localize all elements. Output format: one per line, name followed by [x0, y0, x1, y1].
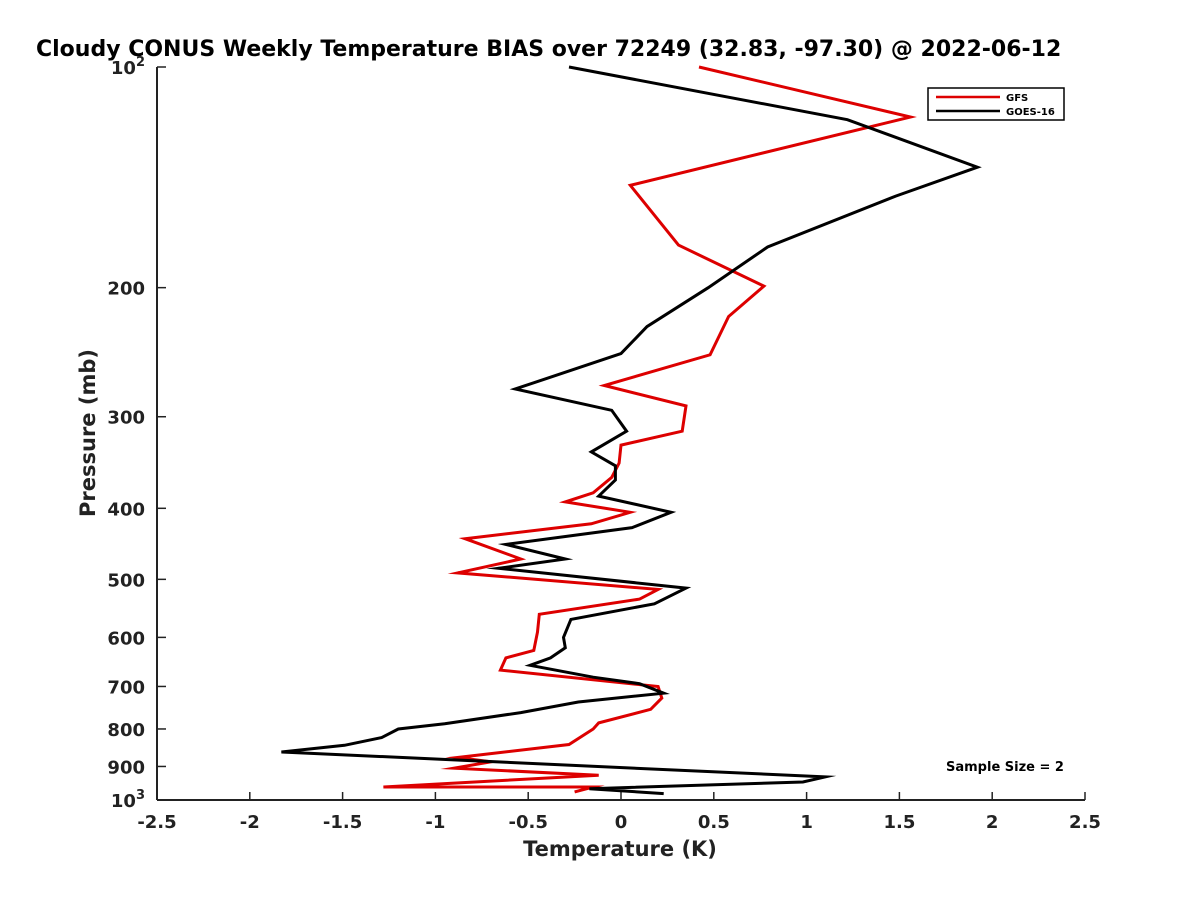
- y-tick-label: 400: [107, 499, 145, 520]
- y-tick-label: 200: [107, 279, 145, 300]
- y-tick-label: 700: [107, 677, 145, 698]
- x-axis-label: Temperature (K): [523, 837, 717, 861]
- y-tick-label: 103: [111, 788, 145, 812]
- x-tick-label: 1.5: [883, 812, 915, 833]
- y-axis-label: Pressure (mb): [76, 349, 100, 517]
- series-line-gfs: [383, 65, 917, 794]
- series-line-goes16: [281, 65, 982, 796]
- legend: GFS GOES-16: [927, 87, 1065, 121]
- x-ticks: -2.5 -2 -1.5 -1 -0.5 0 0.5 1 1.5 2 2.5: [137, 792, 1101, 833]
- legend-entry-gfs: GFS: [1006, 93, 1028, 104]
- x-tick-label: -2.5: [137, 812, 176, 833]
- y-tick-label: 500: [107, 570, 145, 591]
- y-tick-label: 900: [107, 757, 145, 778]
- chart-title: Cloudy CONUS Weekly Temperature BIAS ove…: [36, 37, 1061, 62]
- x-tick-label: -1: [425, 812, 445, 833]
- legend-entry-goes16: GOES-16: [1006, 107, 1055, 118]
- legend-box: [927, 87, 1065, 121]
- y-tick-label: 600: [107, 628, 145, 649]
- x-tick-label: -1.5: [323, 812, 362, 833]
- y-ticks: 102 200 300 400 500 600 700 800 900 103: [107, 55, 166, 812]
- x-tick-label: 0.5: [698, 812, 730, 833]
- x-tick-label: 2: [986, 812, 999, 833]
- x-tick-label: 1: [800, 812, 813, 833]
- x-tick-label: -0.5: [509, 812, 548, 833]
- series-layer: [281, 65, 982, 796]
- sample-size-annotation: Sample Size = 2: [946, 760, 1064, 775]
- y-tick-label: 800: [107, 720, 145, 741]
- x-tick-label: 2.5: [1069, 812, 1101, 833]
- y-tick-label: 300: [107, 408, 145, 429]
- x-tick-label: 0: [615, 812, 628, 833]
- x-tick-label: -2: [240, 812, 260, 833]
- y-tick-label: 102: [111, 55, 145, 79]
